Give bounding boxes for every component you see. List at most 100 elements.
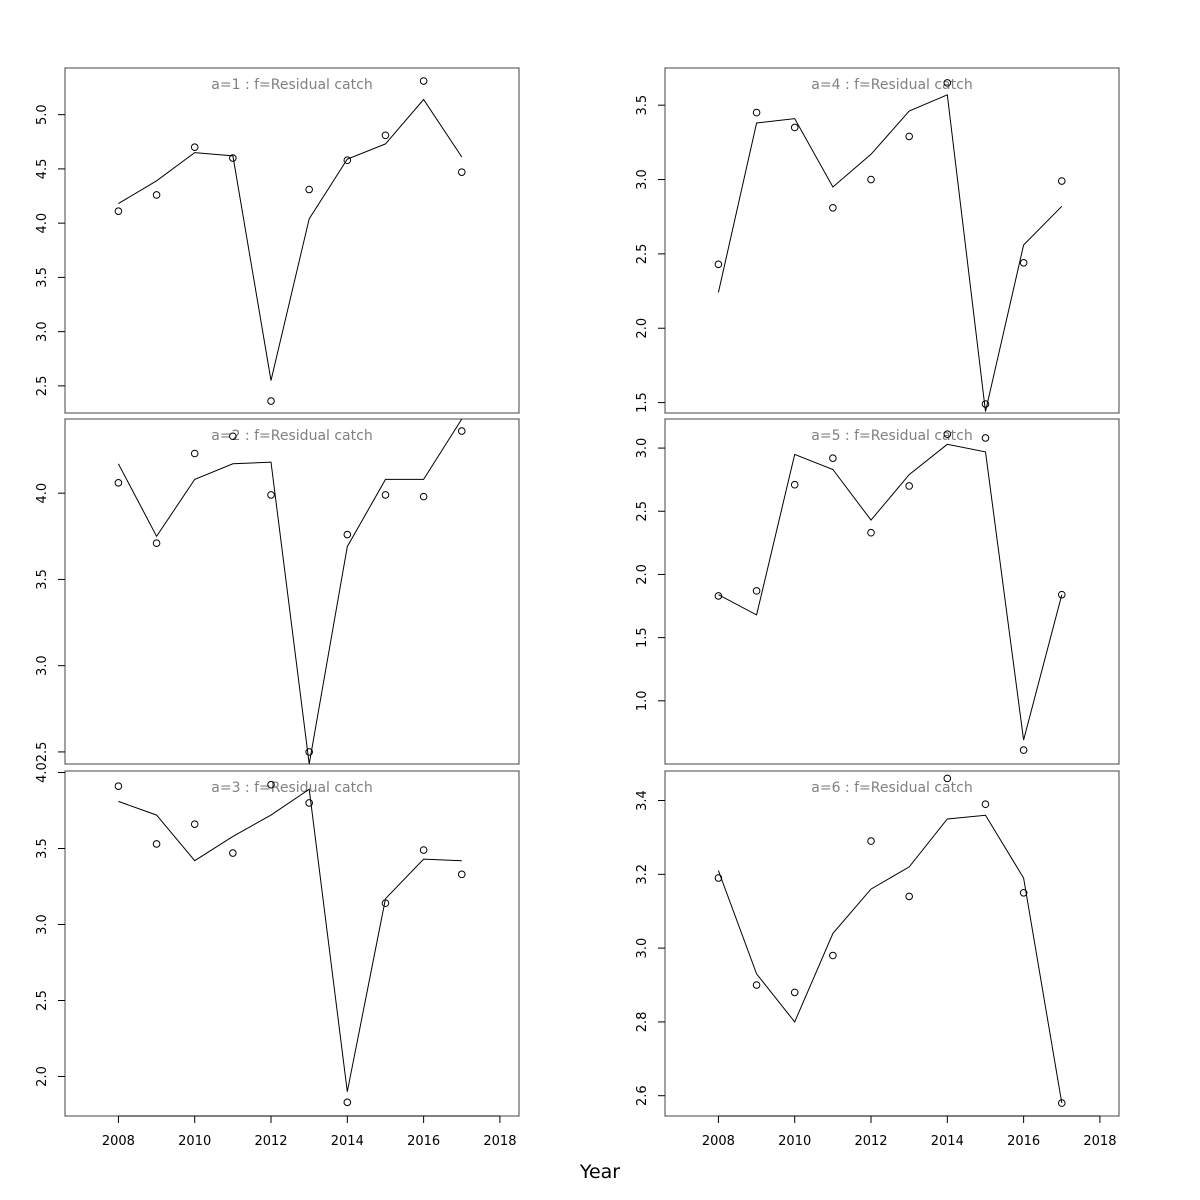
x-tick-label: 2016 [1007,1134,1040,1149]
observed-point [829,951,837,960]
observed-point [229,849,237,857]
y-tick-label: 2.5 [635,244,650,265]
fitted-line [118,788,462,1092]
observed-point [305,185,313,194]
plot-frame [64,67,520,414]
x-tick-label: 2014 [331,1134,364,1149]
y-tick-label: 1.5 [635,392,650,413]
y-tick-label: 3.5 [635,95,650,116]
observed-point [867,837,875,845]
y-tick-label: 4.0 [35,213,50,234]
observed-point [1019,746,1028,754]
panel-title: a=5 : f=Residual catch [811,428,972,444]
x-tick-label: 2018 [1083,1134,1116,1149]
observed-point [229,432,237,441]
data-layer [114,419,466,764]
x-tick-label: 2008 [102,1134,135,1149]
y-tick-label: 4.0 [35,762,50,783]
observed-point [190,143,199,151]
x-tick-label: 2008 [702,1134,735,1149]
y-tick-label: 3.0 [635,938,650,959]
data-layer [714,430,1066,754]
y-tick-label: 2.8 [635,1012,650,1033]
fitted-line [717,94,1063,412]
x-tick-label: 2018 [483,1134,516,1149]
observed-point [343,1098,352,1107]
observed-point [343,156,352,165]
observed-point [419,846,428,854]
y-tick-label: 3.5 [35,267,50,288]
observed-point [829,454,837,462]
data-layer [714,79,1066,412]
panel-title: a=2 : f=Residual catch [211,428,372,444]
y-tick-label: 3.0 [35,655,50,676]
fitted-line [717,814,1063,1104]
observed-point [190,449,199,458]
observed-point [419,77,428,85]
observed-point [190,820,199,828]
y-tick-label: 2.0 [635,564,650,585]
observed-point [1057,1099,1066,1107]
fitted-line [718,443,1063,741]
y-tick-label: 4.0 [35,483,50,504]
fitted-line [118,98,463,381]
observed-point [790,123,799,132]
y-tick-label: 2.0 [635,318,650,339]
observed-point [829,203,837,212]
panel-title: a=3 : f=Residual catch [211,780,372,796]
x-axis-label: Year [579,1161,620,1183]
observed-point [790,480,799,489]
panel-title: a=4 : f=Residual catch [811,77,972,93]
y-tick-label: 3.2 [635,864,650,885]
data-layer [714,774,1066,1107]
y-tick-label: 4.5 [35,159,50,180]
y-tick-label: 2.5 [35,990,50,1011]
panel-1: a=1 : f=Residual catch 2.5 3.0 3.5 4.0 4.5 5.0 [35,67,520,414]
y-tick-label: 3.0 [35,914,50,935]
panel-2: a=4 : f=Residual catch 1.5 2.0 2.5 3.0 3.5 [635,67,1120,414]
observed-point [152,840,161,848]
panel-6: a=6 : f=Residual catch 2.6 2.8 3.0 3.2 3.4 200… [635,770,1120,1149]
observed-point [457,168,466,176]
observed-point [343,530,352,539]
observed-point [229,154,237,162]
plot-frame [664,67,1120,414]
observed-point [752,108,761,117]
panel-4: a=5 : f=Residual catch 1.0 1.5 2.0 2.5 3.0 [635,418,1120,765]
observed-point [981,434,990,442]
observed-point [905,132,913,141]
panel-3: a=2 : f=Residual catch 2.5 3.0 3.5 4.0 [35,418,520,765]
observed-point [905,482,913,490]
observed-point [943,430,952,438]
observed-point [867,528,875,537]
observed-point [457,870,466,879]
y-tick-label: 3.5 [35,569,50,590]
observed-point [943,774,952,783]
observed-point [305,799,313,807]
data-layer [114,780,466,1107]
fitted-line [117,419,463,764]
observed-point [114,479,123,487]
y-tick-label: 3.5 [35,838,50,859]
observed-point [1019,259,1028,267]
observed-point [267,780,275,789]
y-tick-label: 1.0 [635,690,650,711]
observed-point [714,260,723,269]
x-tick-label: 2012 [254,1134,287,1149]
y-tick-label: 3.0 [635,438,650,459]
panel-title: a=1 : f=Residual catch [211,77,372,93]
observed-point [752,587,761,595]
observed-point [714,592,723,600]
observed-point [381,899,390,908]
observed-point [714,874,723,882]
x-tick-label: 2010 [778,1134,811,1149]
observed-point [981,800,990,809]
y-tick-label: 2.5 [35,376,50,397]
observed-point [790,988,799,997]
y-tick-label: 3.4 [635,790,650,811]
observed-point [981,400,990,408]
y-tick-label: 1.5 [635,627,650,648]
data-layer [114,77,466,405]
y-tick-label: 2.6 [635,1085,650,1106]
